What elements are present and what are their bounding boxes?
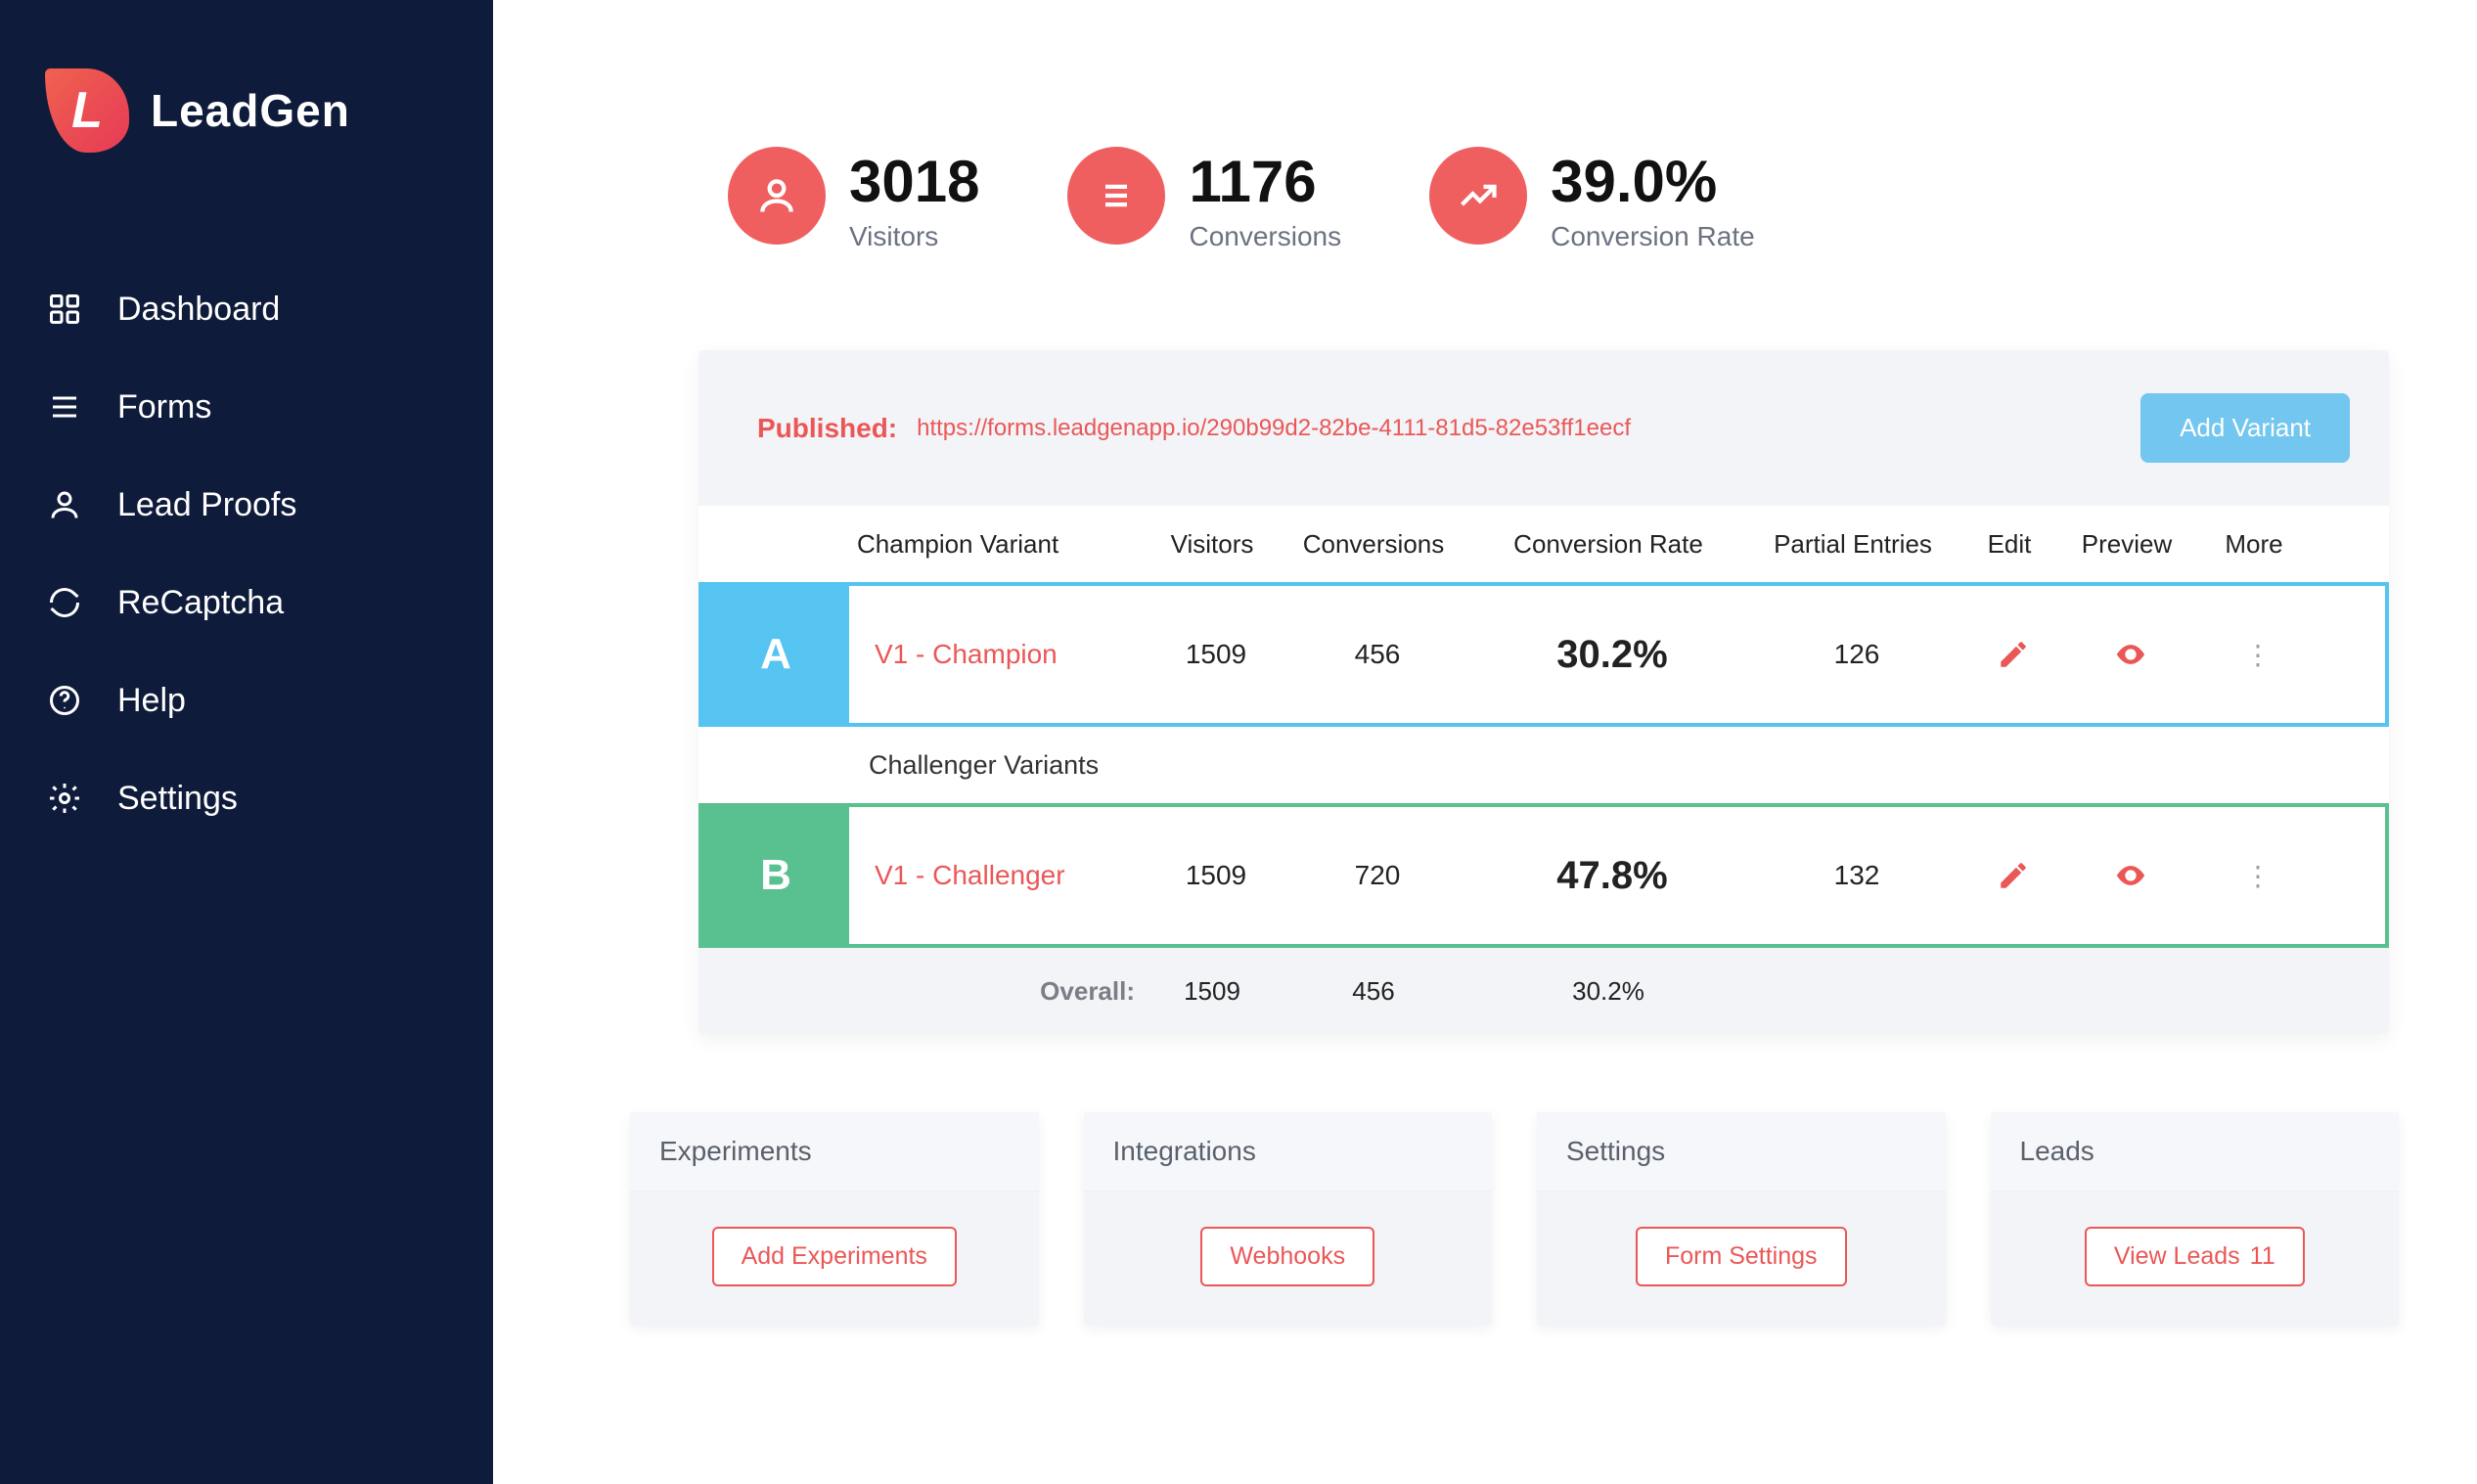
card-title: Leads (1991, 1112, 2400, 1192)
sidebar-item-label: Help (117, 682, 186, 720)
metric-label: Conversion Rate (1551, 221, 1755, 252)
col-partial: Partial Entries (1745, 529, 1960, 560)
sidebar: L LeadGen Dashboard Forms Lead Proofs Re… (0, 0, 493, 1484)
sidebar-item-recaptcha[interactable]: ReCaptcha (39, 554, 493, 652)
sidebar-item-label: Settings (117, 780, 238, 818)
main-content: 3018 Visitors 1176 Conversions 39.0% Con… (493, 0, 2477, 1484)
metric-value: 39.0% (1551, 147, 1755, 211)
variant-name[interactable]: V1 - Challenger (849, 860, 1152, 891)
variant-visitors: 1509 (1152, 639, 1280, 670)
variant-visitors: 1509 (1152, 860, 1280, 891)
variant-letter: A (702, 586, 849, 723)
variants-table-header: Champion Variant Visitors Conversions Co… (698, 506, 2389, 582)
col-champion: Champion Variant (845, 529, 1148, 560)
col-more: More (2195, 529, 2313, 560)
col-rate: Conversion Rate (1471, 529, 1745, 560)
card-title: Settings (1537, 1112, 1946, 1192)
webhooks-button[interactable]: Webhooks (1200, 1227, 1374, 1286)
visitors-icon (728, 147, 826, 245)
overall-label: Overall: (845, 976, 1148, 1007)
col-edit: Edit (1960, 529, 2058, 560)
brand-name: LeadGen (151, 84, 350, 137)
overall-conversions: 456 (1276, 976, 1471, 1007)
sidebar-item-forms[interactable]: Forms (39, 358, 493, 456)
variant-conversions: 456 (1280, 639, 1475, 670)
sidebar-item-help[interactable]: Help (39, 652, 493, 749)
variant-row-champion: A V1 - Champion 1509 456 30.2% 126 ⋮ (698, 582, 2389, 727)
variant-letter: B (702, 807, 849, 944)
card-leads: Leads View Leads 11 (1991, 1112, 2400, 1326)
action-cards: Experiments Add Experiments Integrations… (630, 1112, 2399, 1326)
col-visitors: Visitors (1148, 529, 1276, 560)
variant-conversions: 720 (1280, 860, 1475, 891)
gear-icon (45, 779, 84, 818)
overall-visitors: 1509 (1148, 976, 1276, 1007)
sidebar-item-label: Lead Proofs (117, 486, 296, 524)
variant-partial: 126 (1749, 639, 1964, 670)
published-url[interactable]: https://forms.leadgenapp.io/290b99d2-82b… (917, 415, 1631, 442)
edit-button[interactable] (1964, 859, 2062, 892)
form-settings-button[interactable]: Form Settings (1636, 1227, 1847, 1286)
sidebar-item-label: Dashboard (117, 291, 280, 329)
summary-metrics: 3018 Visitors 1176 Conversions 39.0% Con… (571, 39, 2418, 350)
person-icon (45, 485, 84, 524)
card-settings: Settings Form Settings (1537, 1112, 1946, 1326)
sidebar-item-lead-proofs[interactable]: Lead Proofs (39, 456, 493, 554)
view-leads-label: View Leads (2114, 1242, 2240, 1271)
variant-partial: 132 (1749, 860, 1964, 891)
challenger-section-label: Challenger Variants (698, 727, 2389, 803)
variant-rate: 30.2% (1475, 633, 1749, 677)
brand-logo[interactable]: L LeadGen (39, 68, 493, 153)
more-button[interactable]: ⋮ (2199, 860, 2317, 892)
forms-icon (45, 387, 84, 427)
dashboard-icon (45, 290, 84, 329)
col-preview: Preview (2058, 529, 2195, 560)
sidebar-item-label: Forms (117, 388, 211, 427)
refresh-icon (45, 583, 84, 622)
published-bar: Published: https://forms.leadgenapp.io/2… (698, 350, 2389, 506)
preview-button[interactable] (2062, 638, 2199, 671)
metric-label: Visitors (849, 221, 979, 252)
card-integrations: Integrations Webhooks (1084, 1112, 1493, 1326)
add-variant-button[interactable]: Add Variant (2140, 393, 2350, 463)
card-title: Experiments (630, 1112, 1039, 1192)
conversions-icon (1067, 147, 1165, 245)
brand-mark-icon: L (45, 68, 129, 153)
metric-value: 1176 (1189, 147, 1341, 211)
help-icon (45, 681, 84, 720)
metric-conversions: 1176 Conversions (1067, 147, 1341, 252)
card-experiments: Experiments Add Experiments (630, 1112, 1039, 1326)
metric-label: Conversions (1189, 221, 1341, 252)
sidebar-item-label: ReCaptcha (117, 584, 284, 622)
preview-button[interactable] (2062, 859, 2199, 892)
variants-panel: Published: https://forms.leadgenapp.io/2… (698, 350, 2389, 1034)
published-label: Published: (757, 413, 897, 444)
sidebar-item-dashboard[interactable]: Dashboard (39, 260, 493, 358)
add-experiments-button[interactable]: Add Experiments (712, 1227, 957, 1286)
variant-row-challenger: B V1 - Challenger 1509 720 47.8% 132 ⋮ (698, 803, 2389, 948)
variant-rate: 47.8% (1475, 854, 1749, 898)
trend-up-icon (1429, 147, 1527, 245)
variant-name[interactable]: V1 - Champion (849, 639, 1152, 670)
overall-rate: 30.2% (1471, 976, 1745, 1007)
edit-button[interactable] (1964, 638, 2062, 671)
sidebar-item-settings[interactable]: Settings (39, 749, 493, 847)
view-leads-button[interactable]: View Leads 11 (2085, 1227, 2305, 1286)
metric-value: 3018 (849, 147, 979, 211)
col-conversions: Conversions (1276, 529, 1471, 560)
leads-count-badge: 11 (2250, 1242, 2275, 1271)
metric-visitors: 3018 Visitors (728, 147, 979, 252)
metric-conversion-rate: 39.0% Conversion Rate (1429, 147, 1755, 252)
more-button[interactable]: ⋮ (2199, 639, 2317, 671)
overall-row: Overall: 1509 456 30.2% (698, 948, 2389, 1034)
card-title: Integrations (1084, 1112, 1493, 1192)
